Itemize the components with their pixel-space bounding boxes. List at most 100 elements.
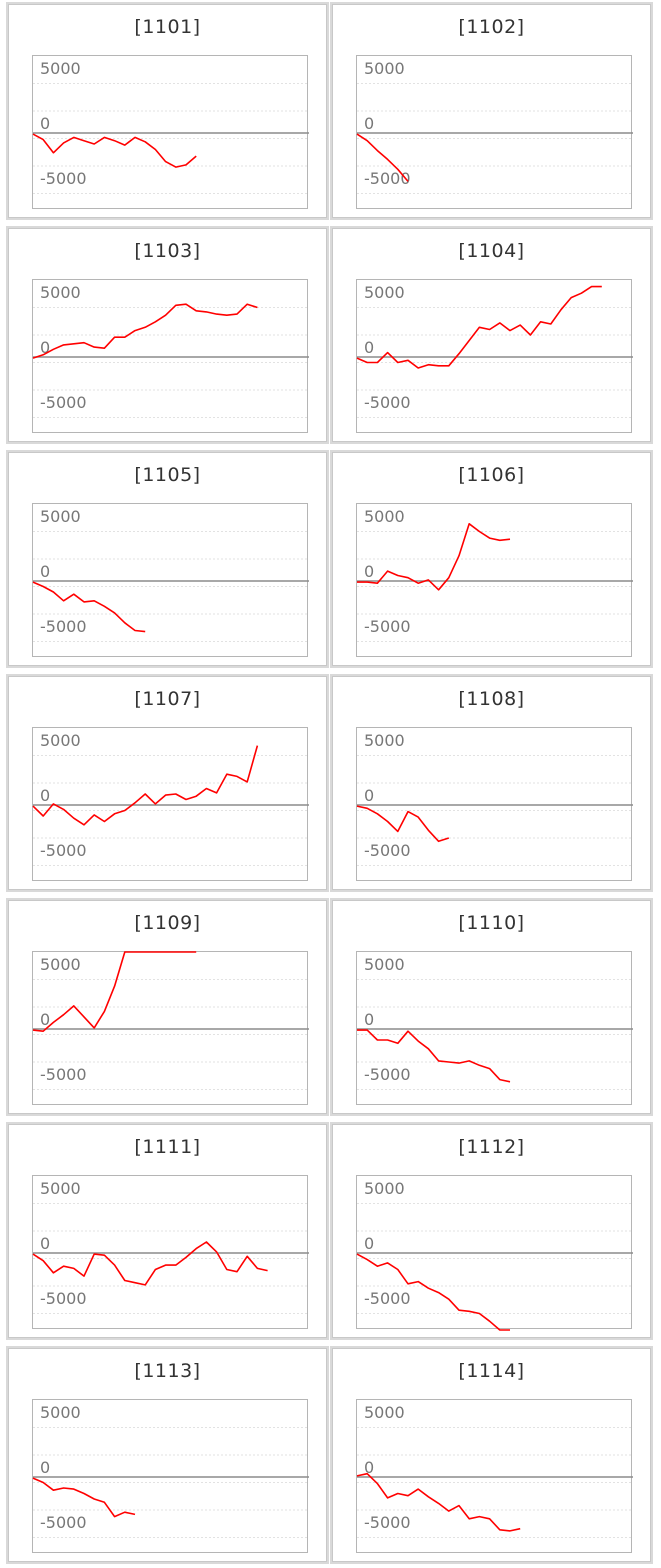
plot-area: 5000 0 -5000: [356, 951, 633, 1105]
line-chart: 5000 0 -5000: [356, 59, 633, 194]
y-tick-label: 0: [40, 562, 50, 581]
y-tick-label: -5000: [364, 1065, 411, 1084]
y-tick-label: -5000: [40, 1289, 87, 1308]
y-tick-label: -5000: [364, 169, 411, 188]
chart-panel: [1112] 5000 0 -5000: [332, 1124, 651, 1338]
y-tick-label: 0: [40, 1458, 50, 1477]
plot-area: 5000 0 -5000: [356, 503, 633, 657]
series-line: [357, 1029, 511, 1083]
chart-panel: [1105] 5000 0 -5000: [8, 452, 327, 666]
plot-area: 5000 0 -5000: [356, 279, 633, 433]
y-tick-label: -5000: [40, 169, 87, 188]
y-tick-label: -5000: [364, 1289, 411, 1308]
plot-area: 5000 0 -5000: [32, 727, 309, 881]
series-line: [32, 133, 197, 168]
plot-area: 5000 0 -5000: [32, 1399, 309, 1553]
chart-panel: [1114] 5000 0 -5000: [332, 1348, 651, 1562]
y-tick-label: -5000: [40, 393, 87, 412]
plot-area: 5000 0 -5000: [356, 727, 633, 881]
plot-area: 5000 0 -5000: [356, 1399, 633, 1553]
line-chart: 5000 0 -5000: [356, 283, 633, 418]
y-tick-label: 5000: [364, 59, 405, 78]
chart-panel: [1103] 5000 0 -5000: [8, 228, 327, 442]
chart-panel: [1101] 5000 0 -5000: [8, 4, 327, 218]
y-tick-label: -5000: [364, 393, 411, 412]
series-line: [356, 133, 409, 182]
y-tick-label: 5000: [364, 1179, 405, 1198]
line-chart: 5000 0 -5000: [32, 1403, 309, 1538]
y-tick-label: -5000: [40, 1065, 87, 1084]
y-tick-label: 5000: [40, 955, 81, 974]
chart-title: [1101]: [134, 16, 201, 38]
chart-title: [1103]: [134, 240, 201, 262]
chart-panel: [1113] 5000 0 -5000: [8, 1348, 327, 1562]
plot-area: 5000 0 -5000: [32, 55, 309, 209]
y-tick-label: 0: [364, 562, 374, 581]
line-chart: 5000 0 -5000: [32, 951, 309, 1090]
chart-panel: [1111] 5000 0 -5000: [8, 1124, 327, 1338]
series-line: [32, 1241, 268, 1286]
chart-panel: [1104] 5000 0 -5000: [332, 228, 651, 442]
y-tick-label: 0: [40, 1010, 50, 1029]
y-tick-label: 5000: [364, 507, 405, 526]
y-tick-label: 0: [40, 338, 50, 357]
line-chart: 5000 0 -5000: [356, 955, 633, 1090]
line-chart: 5000 0 -5000: [356, 1403, 633, 1538]
line-chart: 5000 0 -5000: [32, 283, 309, 418]
y-tick-label: 0: [364, 1458, 374, 1477]
y-tick-label: -5000: [364, 841, 411, 860]
plot-area: 5000 0 -5000: [356, 1175, 633, 1331]
plot-area: 5000 0 -5000: [32, 503, 309, 657]
y-tick-label: 5000: [40, 283, 81, 302]
series-line: [356, 1253, 510, 1331]
y-tick-label: -5000: [40, 617, 87, 636]
chart-panel: [1110] 5000 0 -5000: [332, 900, 651, 1114]
y-tick-label: -5000: [364, 1513, 411, 1532]
chart-title: [1111]: [134, 1136, 201, 1158]
line-chart: 5000 0 -5000: [356, 507, 633, 642]
y-tick-label: -5000: [364, 617, 411, 636]
y-tick-label: 5000: [40, 507, 81, 526]
y-tick-label: 5000: [40, 1403, 81, 1422]
y-tick-label: 5000: [40, 731, 81, 750]
y-tick-label: 0: [40, 114, 50, 133]
y-tick-label: 0: [364, 114, 374, 133]
line-chart: 5000 0 -5000: [356, 731, 633, 866]
chart-title: [1110]: [458, 912, 525, 934]
chart-title: [1105]: [134, 464, 201, 486]
line-chart: 5000 0 -5000: [356, 1179, 633, 1331]
chart-panel: [1106] 5000 0 -5000: [332, 452, 651, 666]
y-tick-label: 0: [364, 338, 374, 357]
line-chart: 5000 0 -5000: [32, 1179, 309, 1314]
chart-panel: [1102] 5000 0 -5000: [332, 4, 651, 218]
chart-panel: [1109] 5000 0 -5000: [8, 900, 327, 1114]
series-line: [357, 522, 511, 591]
chart-title: [1102]: [458, 16, 525, 38]
chart-panel: [1108] 5000 0 -5000: [332, 676, 651, 890]
y-tick-label: 0: [40, 1234, 50, 1253]
line-chart: 5000 0 -5000: [32, 507, 309, 642]
chart-title: [1104]: [458, 240, 525, 262]
y-tick-label: 0: [364, 1234, 374, 1253]
y-tick-label: 5000: [364, 283, 405, 302]
chart-panel: [1107] 5000 0 -5000: [8, 676, 327, 890]
line-chart: 5000 0 -5000: [32, 59, 309, 194]
series-line: [32, 1477, 136, 1518]
series-line: [356, 805, 450, 843]
chart-title: [1113]: [134, 1360, 201, 1382]
y-tick-label: 5000: [40, 59, 81, 78]
plot-area: 5000 0 -5000: [32, 1175, 309, 1329]
y-tick-label: 0: [364, 1010, 374, 1029]
line-chart: 5000 0 -5000: [32, 731, 309, 866]
y-tick-label: 5000: [364, 1403, 405, 1422]
y-tick-label: 5000: [364, 955, 405, 974]
chart-title: [1112]: [458, 1136, 525, 1158]
plot-area: 5000 0 -5000: [356, 55, 633, 209]
plot-area: 5000 0 -5000: [32, 279, 309, 433]
y-tick-label: 5000: [40, 1179, 81, 1198]
chart-title: [1107]: [134, 688, 201, 710]
chart-title: [1114]: [458, 1360, 525, 1382]
y-tick-label: 5000: [364, 731, 405, 750]
series-line: [32, 745, 259, 826]
